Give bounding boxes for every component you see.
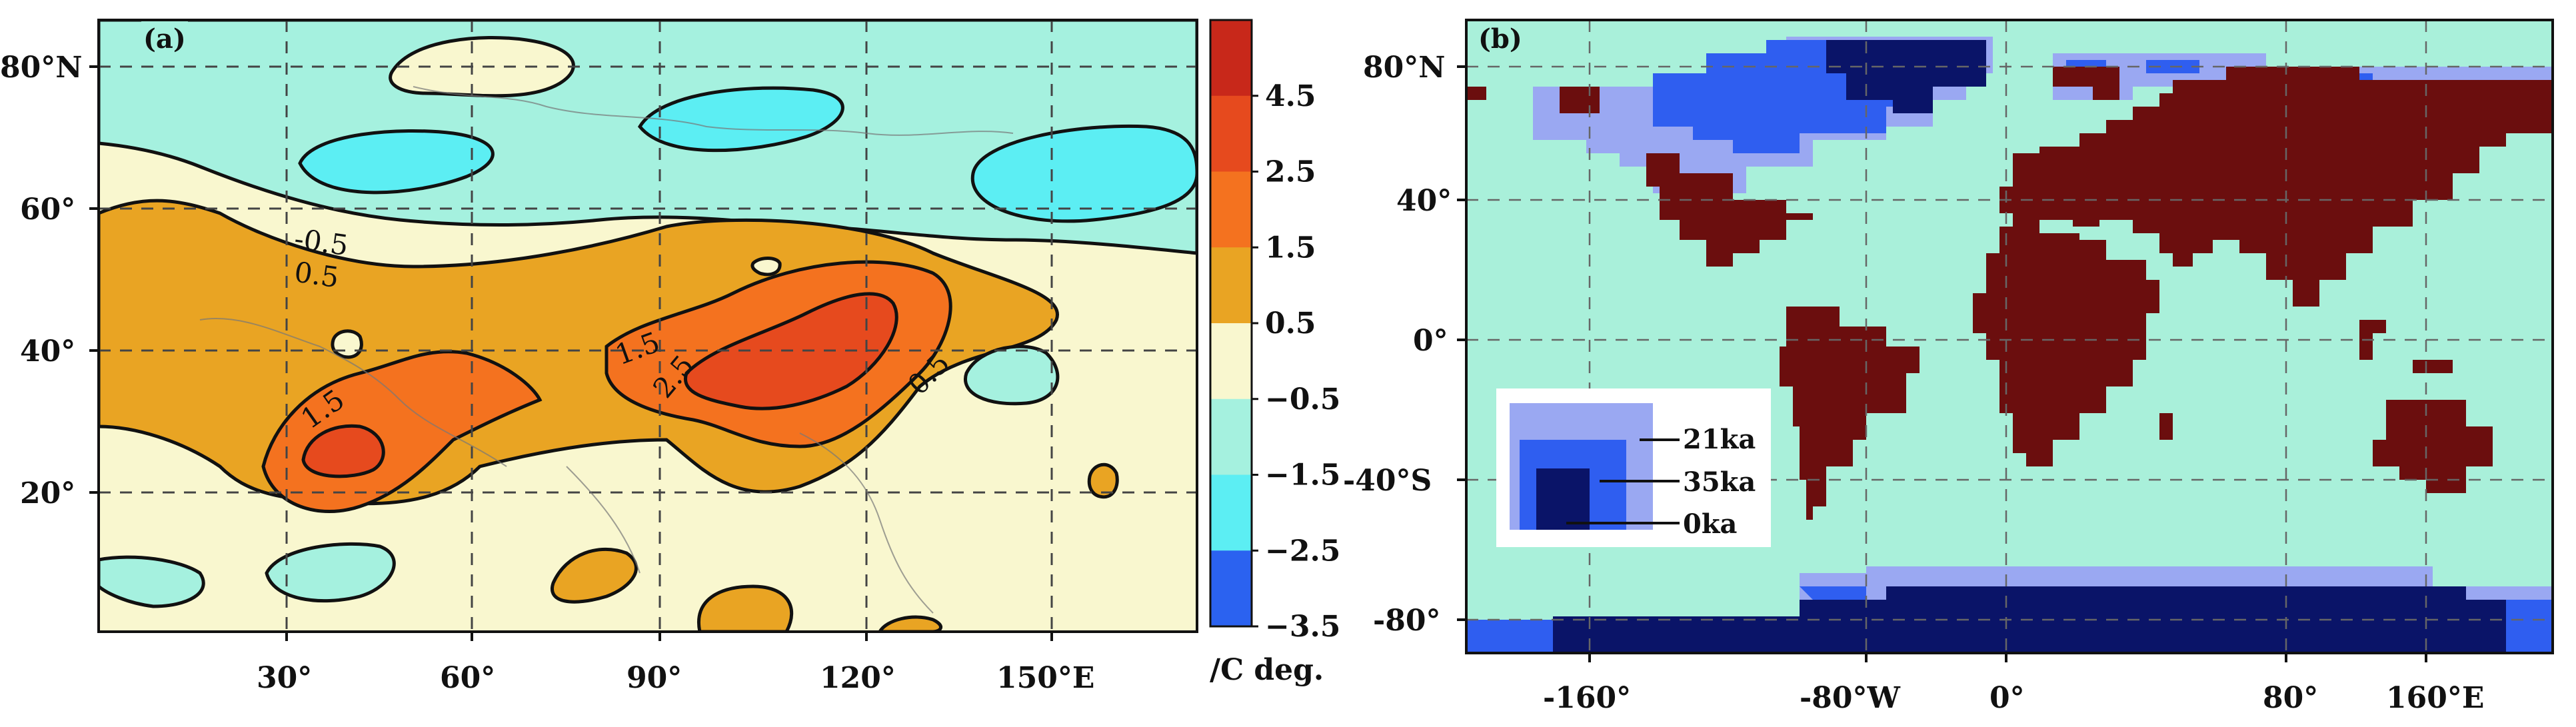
colorbar-swatch	[1210, 171, 1252, 248]
colorbar-tick-label: −3.5	[1265, 610, 1340, 644]
panel-a-tick-marks	[89, 65, 1053, 641]
y-tick-label: 80°N	[0, 51, 82, 85]
small-white-1	[331, 329, 363, 359]
panel-b-tick-marks	[1457, 65, 2427, 662]
x-tick-label: 150°E	[996, 661, 1094, 695]
x-tick-label: 120°	[820, 661, 896, 695]
legend-label-35ka: 35ka	[1683, 466, 1756, 498]
colorbar-tick-label: −1.5	[1265, 458, 1340, 492]
colorbar-swatch	[1210, 474, 1252, 551]
colorbar-tick-label: 4.5	[1265, 79, 1316, 113]
contour-label: 0.5	[293, 255, 341, 294]
colorbar-tick-label: 2.5	[1265, 155, 1316, 189]
x-tick-label: 30°	[257, 661, 312, 695]
contour-label: -0.5	[293, 222, 351, 262]
colorbar-swatch	[1210, 323, 1252, 400]
colorbar-labels: 4.5 2.5 1.5 0.5 −0.5 −1.5 −2.5 −3.5	[1252, 79, 1340, 644]
panel-b-ice-sheet-map: (b) 21ka 35ka 0ka	[1343, 19, 2554, 715]
colorbar-swatches	[1210, 20, 1252, 627]
small-cold-east	[964, 345, 1060, 406]
panel-b-frame	[1465, 19, 2554, 654]
y-tick-label: 40°	[1396, 184, 1452, 218]
legend-leader-lines	[1566, 438, 1680, 524]
small-warm-2	[551, 547, 638, 604]
y-tick-label: 20°	[20, 476, 75, 510]
small-cold-west	[99, 555, 205, 608]
y-tick-label: -80°	[1373, 604, 1441, 638]
colorbar-tick-label: 0.5	[1265, 307, 1316, 341]
panel-a-coastlines	[199, 86, 1014, 614]
x-tick-label: 80°	[2263, 681, 2318, 715]
panel-b-y-axis: 80°N 40° 0° -40°S -80°	[1343, 51, 1452, 638]
panel-a-map-area: -0.5 0.5 1.5 1.5 2.5 0.5 (a)	[99, 20, 1197, 632]
continents	[1466, 67, 2553, 520]
panel-a-letter: (a)	[143, 23, 186, 55]
panel-b-x-axis: -160° -80°W 0° 80° 160°E	[1543, 681, 2484, 715]
panel-b-map-area: (b) 21ka 35ka 0ka	[1466, 20, 2553, 653]
cool-band-north	[99, 20, 1197, 255]
x-tick-label: -80°W	[1800, 681, 1900, 715]
y-tick-label: -40°S	[1343, 464, 1432, 498]
ice-legend: 21ka 35ka 0ka	[1496, 388, 1771, 547]
small-warm-1	[1087, 462, 1119, 499]
blob-cold-2	[637, 86, 844, 153]
colorbar-tick-label: −0.5	[1265, 382, 1340, 416]
colorbar-swatch	[1210, 550, 1252, 627]
y-tick-label: 40°	[20, 335, 75, 368]
legend-swatch-0ka	[1536, 468, 1590, 530]
x-tick-label: 160°E	[2386, 681, 2484, 715]
colorbar: 4.5 2.5 1.5 0.5 −0.5 −1.5 −2.5 −3.5 /C deg.	[1209, 19, 1340, 687]
colorbar-swatch	[1210, 247, 1252, 324]
x-tick-label: 0°	[1989, 681, 2025, 715]
legend-label-0ka: 0ka	[1683, 508, 1737, 540]
panel-a-frame	[97, 19, 1198, 633]
x-tick-label: -160°	[1543, 681, 1631, 715]
colorbar-tick-label: 1.5	[1265, 231, 1316, 265]
colorbar-tick-label: −2.5	[1265, 534, 1340, 568]
panel-a-temperature-map: -0.5 0.5 1.5 1.5 2.5 0.5 (a) 80°N 60° 40…	[0, 19, 1198, 695]
panel-a-gridlines	[99, 20, 1197, 632]
colorbar-unit: /C deg.	[1210, 653, 1324, 687]
legend-label-21ka: 21ka	[1683, 424, 1756, 455]
panel-a-x-axis: 30° 60° 90° 120° 150°E	[257, 661, 1094, 695]
small-warm-3	[697, 584, 794, 632]
x-tick-label: 60°	[440, 661, 495, 695]
y-tick-label: 60°	[20, 193, 75, 227]
y-tick-label: 0°	[1413, 324, 1448, 358]
x-tick-label: 90°	[627, 661, 682, 695]
y-tick-label: 80°N	[1363, 51, 1445, 85]
small-cold-sw	[265, 542, 396, 603]
small-white-2	[750, 257, 782, 277]
colorbar-swatch	[1210, 398, 1252, 475]
panel-a-y-axis: 80°N 60° 40° 20°	[0, 51, 82, 510]
colorbar-swatch	[1210, 95, 1252, 172]
blob-north-mild	[389, 35, 575, 98]
panel-b-letter: (b)	[1478, 23, 1522, 55]
colorbar-swatch	[1210, 20, 1252, 97]
warm-2-5-west	[301, 424, 385, 478]
blob-cold-1	[298, 129, 495, 195]
